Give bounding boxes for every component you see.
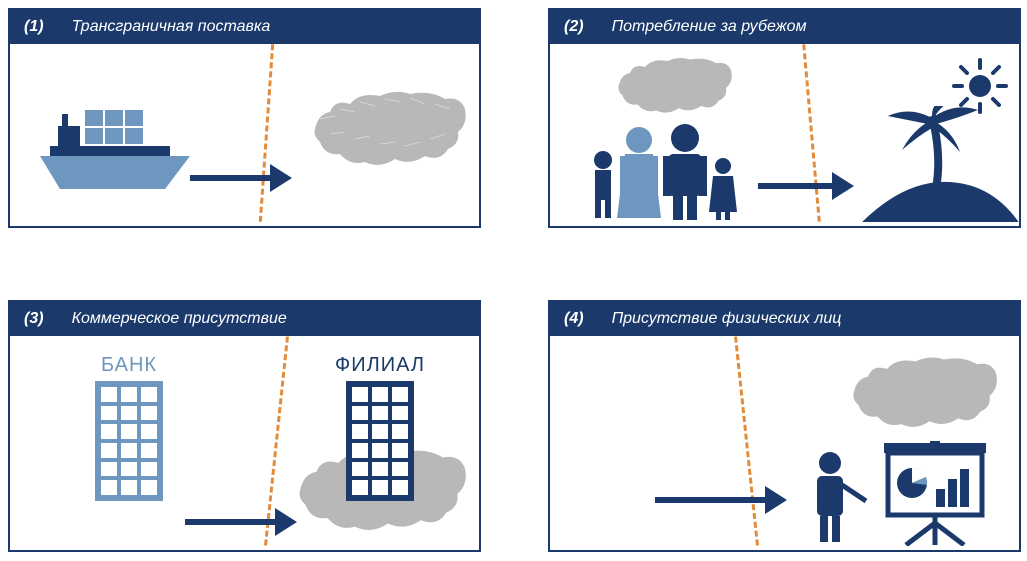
branch-label: ФИЛИАЛ [335, 354, 425, 377]
family-icon [585, 122, 755, 222]
panel-title: Потребление за рубежом [612, 18, 807, 36]
panel-number: (4) [564, 310, 584, 328]
russia-map-icon [310, 84, 470, 189]
panel-title: Присутствие физических лиц [612, 310, 842, 328]
presentation-board-icon [878, 441, 993, 546]
panel-number: (3) [24, 310, 44, 328]
arrow-icon [655, 486, 787, 514]
presenter-icon [808, 451, 868, 546]
panel-body: БАНК ФИЛИАЛ [10, 336, 479, 546]
panel-consumption-abroad: (2) Потребление за рубежом [548, 8, 1021, 228]
panel-title: Коммерческое присутствие [72, 310, 287, 328]
panel-body [550, 336, 1019, 546]
panel-number: (1) [24, 18, 44, 36]
bank-label: БАНК [101, 354, 157, 377]
panel-header: (1) Трансграничная поставка [10, 10, 479, 44]
arrow-icon [758, 172, 854, 200]
panel-title: Трансграничная поставка [72, 18, 271, 36]
panel-natural-persons: (4) Присутствие физических лиц [548, 300, 1021, 552]
border-divider [259, 44, 274, 222]
panel-body [10, 44, 479, 222]
arrow-icon [190, 164, 292, 192]
panel-header: (2) Потребление за рубежом [550, 10, 1019, 44]
panel-number: (2) [564, 18, 584, 36]
russia-map-icon [605, 52, 745, 132]
arrow-icon [185, 508, 297, 536]
branch-building-icon: ФИЛИАЛ [335, 354, 425, 501]
panel-body [550, 44, 1019, 222]
cargo-ship-icon [40, 104, 190, 204]
panel-commercial-presence: (3) Коммерческое присутствие БАНК [8, 300, 481, 552]
panel-header: (3) Коммерческое присутствие [10, 302, 479, 336]
panel-header: (4) Присутствие физических лиц [550, 302, 1019, 336]
panel-cross-border-supply: (1) Трансграничная поставка [8, 8, 481, 228]
bank-building-icon: БАНК [95, 354, 163, 501]
russia-map-icon [840, 350, 1010, 450]
palm-island-icon [860, 106, 1019, 222]
border-divider [734, 336, 759, 545]
